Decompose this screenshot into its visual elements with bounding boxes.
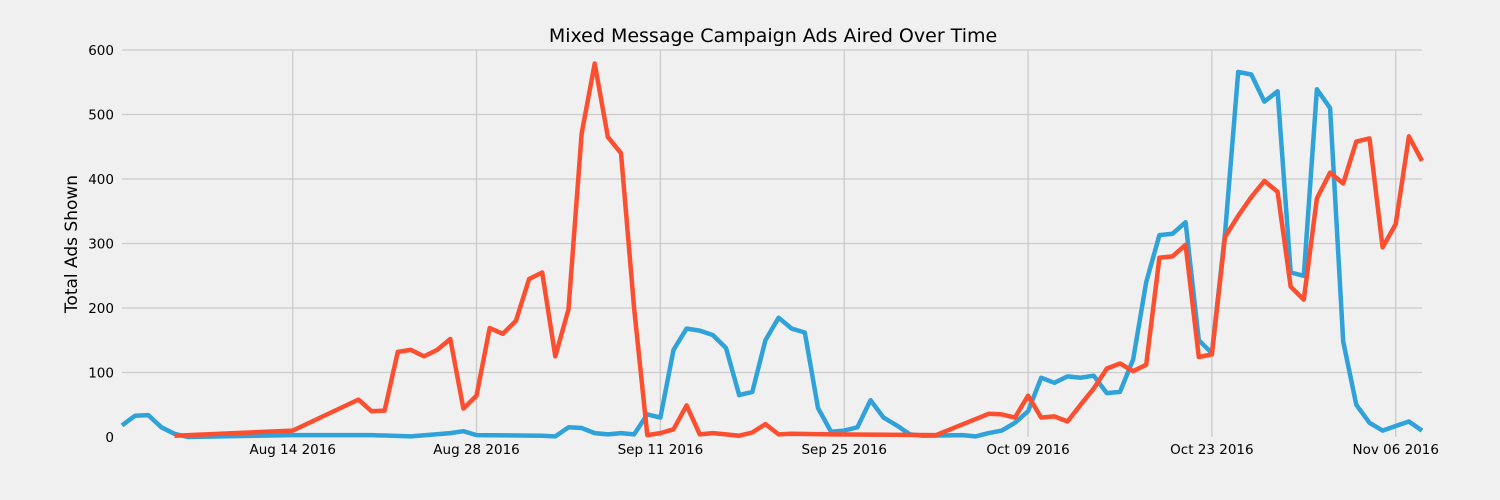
series-line-2 [174,61,1424,438]
series-layer [120,61,1424,440]
y-tick-labels: 0 100 200 300 400 500 600 [88,43,114,446]
chart-title: Mixed Message Campaign Ads Aired Over Ti… [549,25,997,47]
y-tick-label: 500 [88,108,114,124]
x-tick-label: Nov 06 2016 [1353,442,1439,458]
y-tick-label: 100 [88,366,114,382]
x-tick-labels: Aug 14 2016 Aug 28 2016 Sep 11 2016 Sep 25 … [249,442,1439,458]
x-tick-label: Oct 09 2016 [986,442,1069,458]
series-line-1 [120,69,1424,440]
x-tick-label: Sep 25 2016 [801,442,887,458]
y-tick-label: 300 [88,237,114,253]
y-tick-label: 200 [88,301,114,317]
x-tick-label: Oct 23 2016 [1170,442,1253,458]
y-gridlines [122,49,1422,374]
y-tick-label: 0 [105,430,114,446]
x-tick-label: Aug 28 2016 [433,442,519,458]
x-tick-label: Sep 11 2016 [618,442,704,458]
y-tick-label: 600 [88,43,114,59]
x-tick-label: Aug 14 2016 [249,442,335,458]
y-axis-label: Total Ads Shown [62,175,82,314]
y-tick-label: 400 [88,172,114,188]
